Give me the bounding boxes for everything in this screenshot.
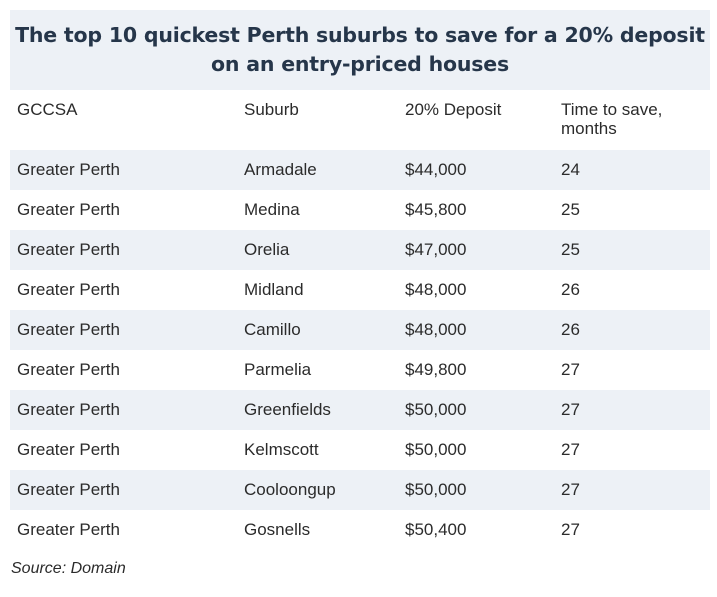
cell-deposit: $50,000 xyxy=(398,390,554,430)
deposit-table: GCCSA Suburb 20% Deposit Time to save, m… xyxy=(10,90,710,550)
cell-months: 27 xyxy=(554,350,710,390)
table-row: Greater Perth Orelia $47,000 25 xyxy=(10,230,710,270)
cell-deposit: $48,000 xyxy=(398,310,554,350)
header-time-to-save: Time to save, months xyxy=(561,100,663,138)
cell-gccsa: Greater Perth xyxy=(10,270,237,310)
cell-gccsa: Greater Perth xyxy=(10,190,237,230)
cell-deposit: $44,000 xyxy=(398,150,554,190)
cell-gccsa: Greater Perth xyxy=(10,230,237,270)
cell-suburb: Kelmscott xyxy=(237,430,398,470)
cell-months: 25 xyxy=(554,190,710,230)
cell-suburb: Gosnells xyxy=(237,510,398,550)
cell-suburb: Cooloongup xyxy=(237,470,398,510)
cell-suburb: Armadale xyxy=(237,150,398,190)
cell-deposit: $48,000 xyxy=(398,270,554,310)
cell-deposit: $47,000 xyxy=(398,230,554,270)
cell-suburb: Camillo xyxy=(237,310,398,350)
title-banner: The top 10 quickest Perth suburbs to sav… xyxy=(10,10,710,90)
cell-gccsa: Greater Perth xyxy=(10,150,237,190)
cell-deposit: $50,400 xyxy=(398,510,554,550)
cell-gccsa: Greater Perth xyxy=(10,350,237,390)
cell-months: 27 xyxy=(554,430,710,470)
cell-gccsa: Greater Perth xyxy=(10,510,237,550)
table-header-row: GCCSA Suburb 20% Deposit Time to save, m… xyxy=(10,90,710,150)
header-gccsa: GCCSA xyxy=(17,100,78,119)
table-row: Greater Perth Midland $48,000 26 xyxy=(10,270,710,310)
source-note: Source: Domain xyxy=(11,560,126,577)
header-deposit: 20% Deposit xyxy=(405,100,502,119)
cell-suburb: Medina xyxy=(237,190,398,230)
cell-months: 26 xyxy=(554,310,710,350)
table-row: Greater Perth Cooloongup $50,000 27 xyxy=(10,470,710,510)
table-row: Greater Perth Camillo $48,000 26 xyxy=(10,310,710,350)
cell-gccsa: Greater Perth xyxy=(10,310,237,350)
cell-months: 26 xyxy=(554,270,710,310)
table-row: Greater Perth Gosnells $50,400 27 xyxy=(10,510,710,550)
table-row: Greater Perth Greenfields $50,000 27 xyxy=(10,390,710,430)
cell-deposit: $45,800 xyxy=(398,190,554,230)
table-row: Greater Perth Parmelia $49,800 27 xyxy=(10,350,710,390)
cell-gccsa: Greater Perth xyxy=(10,390,237,430)
header-suburb: Suburb xyxy=(244,100,299,119)
cell-deposit: $50,000 xyxy=(398,430,554,470)
table-row: Greater Perth Armadale $44,000 24 xyxy=(10,150,710,190)
cell-deposit: $50,000 xyxy=(398,470,554,510)
cell-months: 27 xyxy=(554,470,710,510)
cell-months: 25 xyxy=(554,230,710,270)
cell-months: 24 xyxy=(554,150,710,190)
page-title: The top 10 quickest Perth suburbs to sav… xyxy=(15,23,705,76)
cell-gccsa: Greater Perth xyxy=(10,430,237,470)
cell-months: 27 xyxy=(554,390,710,430)
table-row: Greater Perth Kelmscott $50,000 27 xyxy=(10,430,710,470)
table-row: Greater Perth Medina $45,800 25 xyxy=(10,190,710,230)
cell-deposit: $49,800 xyxy=(398,350,554,390)
cell-suburb: Midland xyxy=(237,270,398,310)
cell-suburb: Parmelia xyxy=(237,350,398,390)
cell-gccsa: Greater Perth xyxy=(10,470,237,510)
cell-suburb: Orelia xyxy=(237,230,398,270)
cell-months: 27 xyxy=(554,510,710,550)
cell-suburb: Greenfields xyxy=(237,390,398,430)
